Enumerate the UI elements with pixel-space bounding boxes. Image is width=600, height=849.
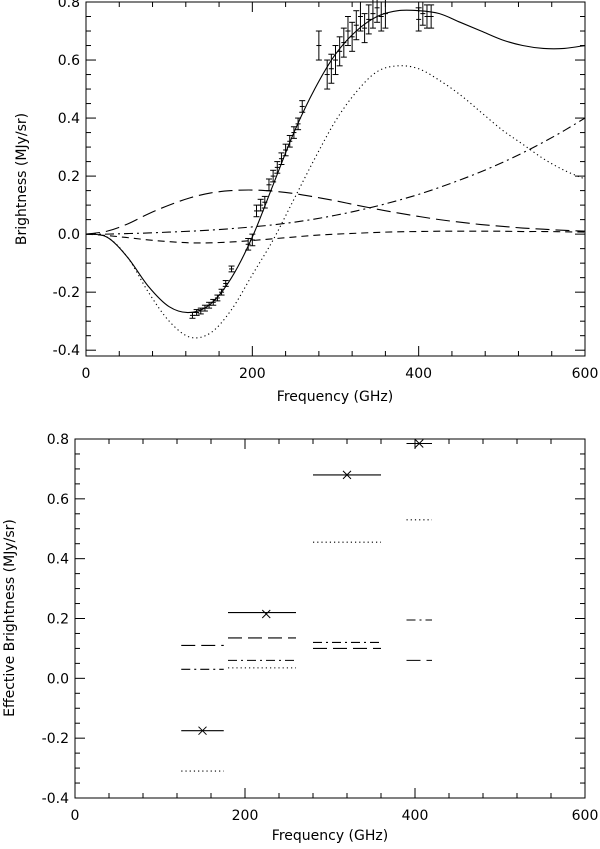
data-point [210,298,217,306]
marker-stroke [414,439,424,448]
data-point [378,1,385,32]
data-point [365,4,372,35]
top-y-tick-label: -0.2 [53,285,80,301]
series-line-dotted [85,65,586,339]
measurement-marker [414,439,424,448]
bottom-x-tick-label: 400 [402,808,429,824]
data-point [374,0,381,23]
data-point [328,53,335,84]
bottom-y-axis-label: Effective Brightness (MJy/sr) [2,519,18,717]
top-plot-frame [85,1,586,357]
top-y-tick-label: 0.4 [58,111,80,127]
bottom-axis-ticks: 0 200 400 600 -0.4 -0.2 0.0 0.2 0.4 0.6 0.8 [42,432,599,824]
data-point [299,100,306,113]
data-point [415,7,422,32]
data-point [332,45,339,76]
series-line-long-dashed [85,189,586,235]
top-axis-ticks: 0 200 400 600 -0.4 -0.2 0.0 0.2 0.4 0.6 0.8 [53,0,599,382]
data-point [274,161,281,174]
top-y-tick-label: 0.2 [58,169,80,185]
data-point [193,309,200,316]
bottom-y-tick-label: 0.2 [47,612,69,628]
bottom-y-tick-label: 0.8 [47,432,69,448]
data-point [344,16,351,47]
data-point [324,59,331,90]
data-point [295,117,302,131]
data-point [278,152,285,165]
bottom-x-tick-label: 200 [232,808,259,824]
marker-stroke [261,609,271,619]
bottom-x-tick-label: 600 [572,808,599,824]
top-measurements [189,0,435,319]
data-point [369,0,376,29]
data-point [357,1,364,32]
bottom-measurements [198,439,424,736]
data-point [349,21,356,52]
series-line-dash-dot [85,117,586,235]
top-x-tick-label: 0 [82,366,91,382]
data-point [336,36,343,67]
marker-stroke [342,470,352,480]
data-point [265,178,272,192]
bottom-band-levels [181,442,432,772]
top-x-axis-label: Frequency (GHz) [277,389,393,405]
data-point [218,288,225,296]
bottom-x-axis-label: Frequency (GHz) [272,828,388,844]
data-point [257,198,264,212]
measurement-marker [261,609,271,619]
data-point [228,265,235,273]
bottom-y-tick-label: 0.6 [47,492,69,508]
top-y-tick-label: 0.8 [58,0,80,11]
data-point [353,10,360,41]
top-chart: 0 200 400 600 -0.4 -0.2 0.0 0.2 0.4 0.6 0.8 Freque… [14,0,598,405]
measurement-marker [342,470,352,480]
data-point [361,13,368,44]
marker-stroke [198,726,207,736]
bottom-y-tick-label: 0.0 [47,671,69,687]
top-y-tick-label: -0.4 [53,343,80,359]
data-point [286,134,293,148]
data-point [261,195,268,209]
data-point [419,1,426,26]
measurement-marker [198,726,207,736]
top-y-axis-label: Brightness (MJy/sr) [14,113,30,245]
top-y-tick-label: 0.0 [58,227,80,243]
data-point [222,280,229,287]
data-point [428,4,435,29]
bottom-plot-frame [74,438,586,799]
bottom-y-tick-label: -0.4 [42,791,69,807]
data-point [340,27,347,58]
top-x-tick-label: 400 [405,366,432,382]
top-y-tick-label: 0.6 [58,53,80,69]
top-x-tick-label: 600 [572,366,599,382]
data-point [282,143,289,157]
data-point [270,169,277,183]
bottom-y-tick-label: 0.4 [47,552,69,568]
bottom-x-tick-label: 0 [71,808,80,824]
data-point [249,233,256,247]
bottom-y-tick-label: -0.2 [42,731,69,747]
data-point [290,126,297,139]
series-line-short-dashed [85,230,586,244]
top-x-tick-label: 200 [239,366,266,382]
bottom-chart: 0 200 400 600 -0.4 -0.2 0.0 0.2 0.4 0.6 0.8 Freque… [2,432,598,844]
data-point [315,30,322,61]
data-point [382,0,389,29]
data-point [245,237,252,251]
